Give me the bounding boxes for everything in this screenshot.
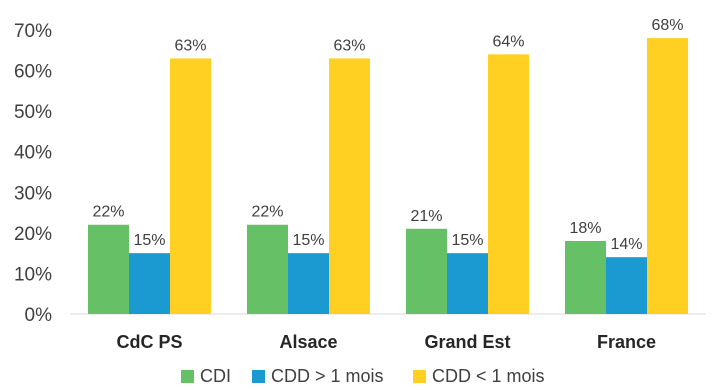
data-labels-group: 22% 15% 63% 22% 15% 63% 21% 15% 64% 18% 14% 68%	[92, 17, 683, 253]
bar-cdi-grand-est	[406, 228, 447, 314]
bar-cdd-1-mois-grand-est	[488, 54, 529, 314]
data-label: 14%	[610, 236, 642, 253]
legend-swatch	[413, 370, 426, 383]
legend: CDI CDD > 1 mois CDD < 1 mois	[181, 366, 545, 386]
x-category-label: Alsace	[279, 332, 337, 352]
data-label: 15%	[133, 232, 165, 249]
x-category-label: Grand Est	[424, 332, 510, 352]
bars-group	[88, 38, 688, 315]
data-label: 21%	[410, 208, 442, 225]
y-tick-label: 10%	[14, 264, 52, 285]
data-label: 15%	[451, 232, 483, 249]
legend-label: CDI	[200, 366, 231, 386]
x-category-label: France	[597, 332, 656, 352]
data-label: 15%	[292, 232, 324, 249]
y-tick-label: 70%	[14, 21, 52, 42]
data-label: 22%	[251, 204, 283, 221]
y-tick-label: 20%	[14, 224, 52, 245]
bar-cdd-1-mois-france	[606, 257, 647, 314]
bar-cdd-1-mois-grand-est	[447, 253, 488, 314]
legend-label: CDD > 1 mois	[271, 366, 384, 386]
y-tick-label: 50%	[14, 102, 52, 123]
bar-cdd-1-mois-cdc-ps	[129, 253, 170, 314]
bar-cdi-france	[565, 240, 606, 314]
bar-cdd-1-mois-alsace	[329, 58, 370, 315]
y-tick-label: 0%	[25, 305, 53, 326]
bar-cdi-cdc-ps	[88, 224, 129, 314]
x-category-label: CdC PS	[116, 332, 182, 352]
bar-cdi-alsace	[247, 224, 288, 314]
category-labels-group: CdC PS Alsace Grand Est France	[116, 332, 656, 352]
y-axis-tick-labels: 0% 10% 20% 30% 40% 50% 60% 70%	[14, 21, 52, 326]
data-label: 18%	[569, 220, 601, 237]
y-tick-label: 30%	[14, 183, 52, 204]
bar-cdd-1-mois-cdc-ps	[170, 58, 211, 315]
legend-label: CDD < 1 mois	[432, 366, 545, 386]
y-tick-label: 60%	[14, 62, 52, 83]
y-tick-label: 40%	[14, 143, 52, 164]
legend-swatch	[252, 370, 265, 383]
data-label: 63%	[174, 37, 206, 54]
legend-swatch	[181, 370, 194, 383]
data-label: 64%	[492, 33, 524, 50]
data-label: 63%	[333, 37, 365, 54]
bar-cdd-1-mois-france	[647, 38, 688, 314]
data-label: 22%	[92, 204, 124, 221]
data-label: 68%	[651, 17, 683, 34]
bar-cdd-1-mois-alsace	[288, 253, 329, 314]
